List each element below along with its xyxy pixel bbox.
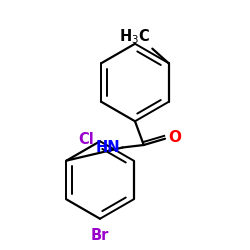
Text: Cl: Cl xyxy=(78,132,94,148)
Text: HN: HN xyxy=(96,140,120,155)
Text: Br: Br xyxy=(91,228,109,242)
Text: H$_3$C: H$_3$C xyxy=(119,28,150,46)
Text: O: O xyxy=(168,130,181,145)
